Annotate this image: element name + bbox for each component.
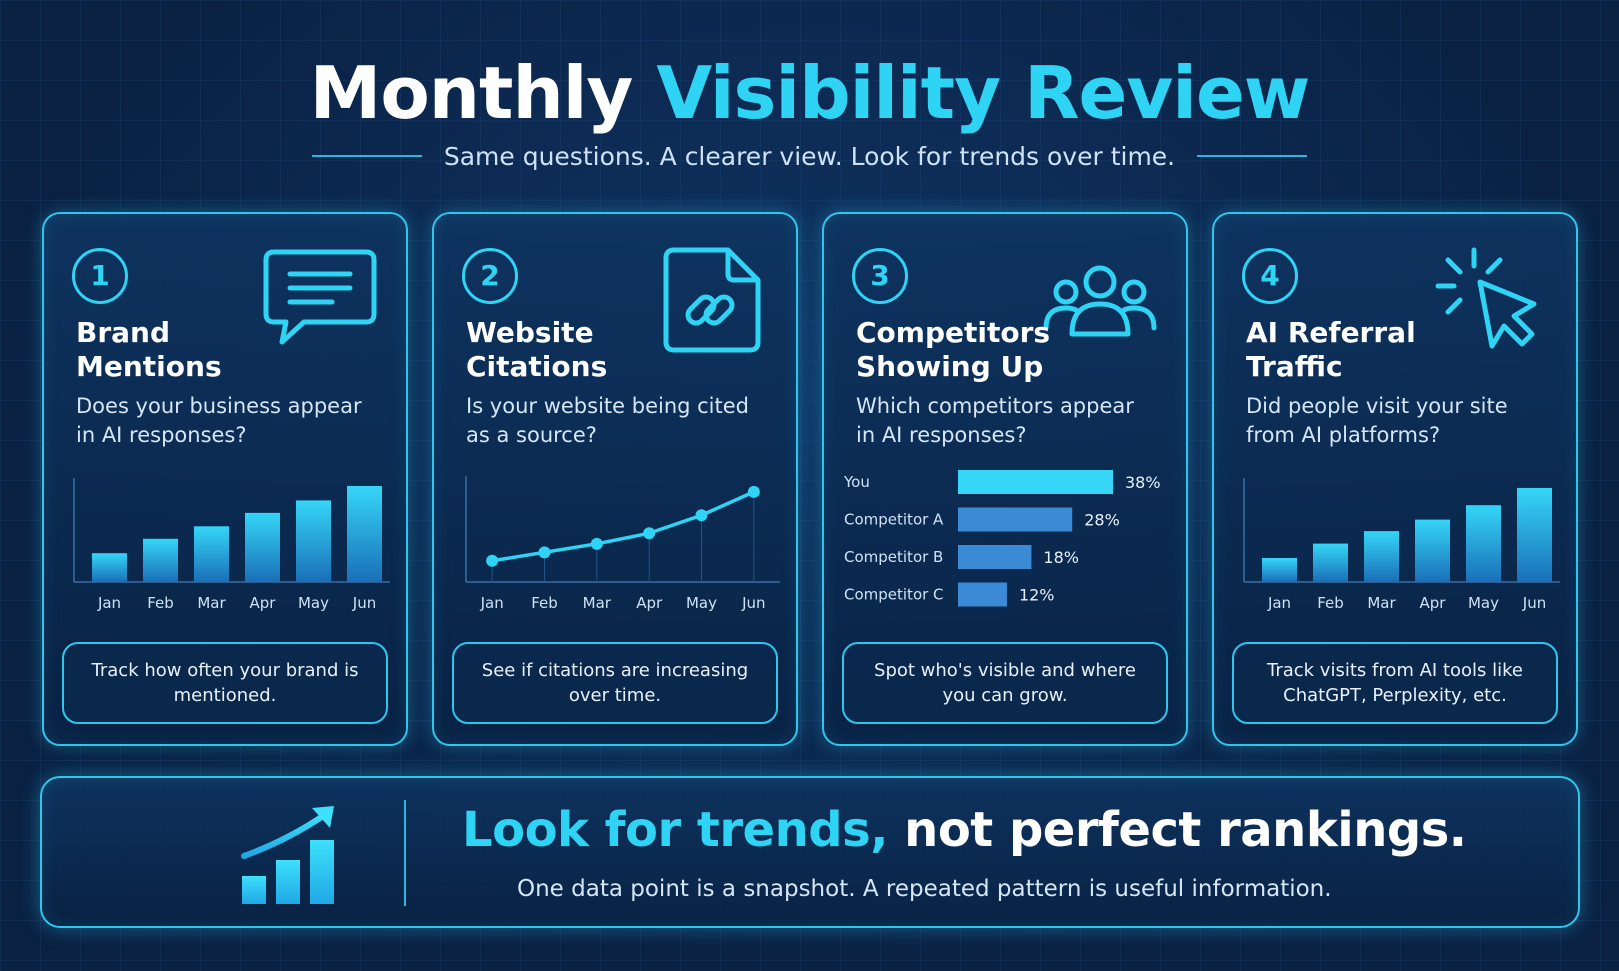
footer-banner: Look for trends, not perfect rankings. O… bbox=[40, 776, 1580, 928]
document-link-icon bbox=[663, 247, 761, 353]
card-note: Track visits from AI tools like ChatGPT,… bbox=[1232, 642, 1558, 724]
card-question: Did people visit your site from AI platf… bbox=[1246, 394, 1508, 447]
card-question: Does your business appear in AI response… bbox=[76, 394, 362, 447]
card-title: Website Citations bbox=[466, 316, 608, 383]
bar bbox=[296, 500, 331, 582]
cursor-click-icon bbox=[1435, 247, 1537, 349]
step-number: 2 bbox=[462, 248, 518, 304]
data-point bbox=[590, 537, 603, 550]
bar bbox=[1313, 543, 1348, 582]
bar bbox=[958, 507, 1073, 532]
card-ai-referral-traffic: 4 AI Referral Traffic Did people visit y… bbox=[1212, 212, 1578, 746]
bar bbox=[1517, 487, 1552, 582]
step-number: 4 bbox=[1242, 248, 1298, 304]
title-plain: Monthly bbox=[309, 51, 634, 135]
footer-headline: Look for trends, not perfect rankings. bbox=[462, 802, 1467, 858]
chat-bubble-icon bbox=[263, 249, 377, 345]
users-group-icon bbox=[1043, 265, 1157, 337]
card-note: See if citations are increasing over tim… bbox=[452, 642, 778, 724]
bar bbox=[92, 553, 127, 582]
card-brand-mentions: 1 Brand Mentions Does your business appe… bbox=[42, 212, 408, 746]
subtitle-row: Same questions. A clearer view. Look for… bbox=[0, 136, 1619, 176]
y-tick-label: Competitor C bbox=[844, 586, 944, 604]
title-accent: Visibility Review bbox=[656, 51, 1310, 135]
x-tick-label: May bbox=[1468, 594, 1499, 612]
bar bbox=[1262, 558, 1297, 582]
data-label: 12% bbox=[1019, 586, 1055, 605]
x-tick-label: May bbox=[298, 594, 329, 612]
bar bbox=[958, 582, 1007, 607]
x-tick-label: Jun bbox=[1522, 594, 1546, 612]
data-label: 28% bbox=[1084, 511, 1120, 530]
card-title: AI Referral Traffic bbox=[1246, 316, 1416, 383]
x-tick-label: Jun bbox=[741, 594, 765, 612]
card-question: Which competitors appear in AI responses… bbox=[856, 394, 1134, 447]
bar bbox=[958, 470, 1113, 494]
x-tick-label: Mar bbox=[197, 594, 226, 612]
bar bbox=[1415, 519, 1450, 582]
step-number: 1 bbox=[72, 248, 128, 304]
x-tick-label: Feb bbox=[1317, 594, 1344, 612]
footer-subtext: One data point is a snapshot. A repeated… bbox=[517, 876, 1332, 902]
data-point bbox=[747, 485, 760, 498]
footer-headline-plain: not perfect rankings. bbox=[904, 802, 1467, 858]
x-tick-label: Jan bbox=[97, 594, 121, 612]
x-tick-label: Feb bbox=[531, 594, 558, 612]
page-title: Monthly Visibility Review bbox=[0, 48, 1619, 138]
subtitle-rule-left bbox=[311, 155, 422, 157]
subtitle-rule-right bbox=[1197, 155, 1308, 157]
bar bbox=[194, 526, 229, 582]
footer-divider bbox=[404, 800, 406, 906]
x-tick-label: Jan bbox=[1267, 594, 1291, 612]
ai-referral-chart: Jan Feb Mar Apr May Jun bbox=[1243, 478, 1560, 612]
competitors-chart: You 38% Competitor A 28% Competitor B 18% Comp… bbox=[843, 470, 1161, 607]
x-tick-label: May bbox=[686, 594, 717, 612]
footer-headline-accent: Look for trends, bbox=[462, 802, 888, 858]
bar bbox=[245, 512, 280, 582]
x-tick-label: Mar bbox=[1367, 594, 1396, 612]
data-label: 38% bbox=[1125, 473, 1161, 492]
card-note: Spot who's visible and where you can gro… bbox=[842, 642, 1168, 724]
x-tick-label: Apr bbox=[250, 594, 277, 612]
bar bbox=[958, 545, 1032, 569]
bar bbox=[1364, 531, 1399, 582]
website-citations-chart: Jan Feb Mar Apr May Jun bbox=[465, 476, 780, 612]
card-competitors: 3 Competitors Showing Up Which competito… bbox=[822, 212, 1188, 746]
page-subtitle: Same questions. A clearer view. Look for… bbox=[443, 141, 1176, 171]
bar bbox=[347, 486, 382, 582]
brand-mentions-chart: Jan Feb Mar Apr May Jun bbox=[73, 478, 390, 612]
x-tick-label: Feb bbox=[147, 594, 174, 612]
trend-up-chart-icon bbox=[241, 806, 334, 904]
data-point bbox=[486, 554, 499, 567]
series-line bbox=[491, 490, 755, 563]
data-point bbox=[538, 546, 551, 559]
x-tick-label: Jan bbox=[480, 594, 504, 612]
card-title: Competitors Showing Up bbox=[856, 316, 1051, 383]
y-tick-label: You bbox=[843, 473, 870, 491]
card-question: Is your website being cited as a source? bbox=[466, 394, 749, 447]
step-number: 3 bbox=[852, 248, 908, 304]
bar bbox=[1466, 505, 1501, 582]
x-tick-label: Apr bbox=[1420, 594, 1447, 612]
x-tick-label: Apr bbox=[636, 594, 663, 612]
x-tick-label: Jun bbox=[352, 594, 376, 612]
y-tick-label: Competitor A bbox=[844, 511, 944, 529]
card-title: Brand Mentions bbox=[76, 316, 222, 383]
bar bbox=[143, 538, 178, 582]
data-label: 18% bbox=[1043, 548, 1079, 567]
data-point bbox=[695, 509, 708, 522]
y-tick-label: Competitor B bbox=[844, 548, 943, 566]
x-tick-label: Mar bbox=[583, 594, 612, 612]
card-website-citations: 2 Website Citations Is your website bein… bbox=[432, 212, 798, 746]
data-point bbox=[643, 527, 656, 540]
card-note: Track how often your brand is mentioned. bbox=[62, 642, 388, 724]
